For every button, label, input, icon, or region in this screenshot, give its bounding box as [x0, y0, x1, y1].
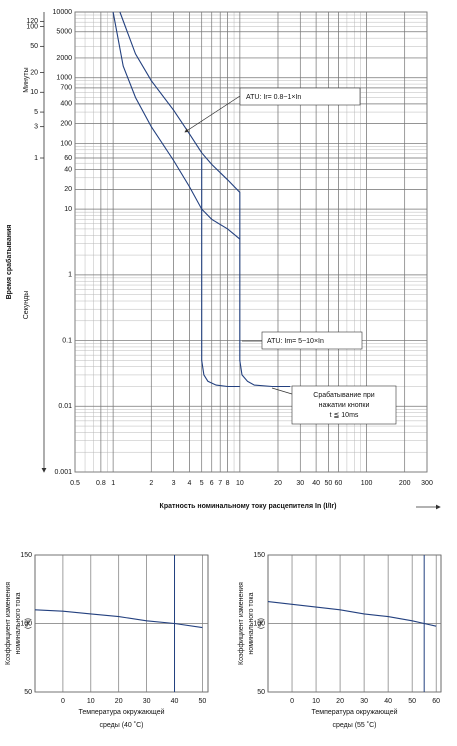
y-tick-label: 0.001 — [54, 469, 72, 476]
curve — [112, 11, 241, 240]
annotation: нажатии кнопки — [319, 402, 370, 409]
y-tick-label: 2000 — [56, 55, 72, 62]
annotation-box — [291, 385, 397, 425]
y-tick-label: 5000 — [56, 29, 72, 36]
y-tick-label: 1 — [68, 272, 72, 279]
y-axis-title: номинального тока — [248, 592, 255, 654]
y-tick-label: 200 — [60, 120, 72, 127]
x-axis-title: среды (55 ˚C) — [333, 721, 377, 729]
y-tick-label: 100 — [60, 140, 72, 147]
y-axis-title: Коэффициент изменения — [238, 582, 245, 665]
y-tick-label: 0.1 — [62, 337, 72, 344]
y-axis-title: номинального тока — [15, 592, 22, 654]
annotation: Срабатывание при — [313, 391, 374, 399]
y2-tick-label: 5 — [34, 109, 38, 116]
y-tick-label: 100 — [20, 620, 32, 627]
y-tick-label: 10 — [64, 206, 72, 213]
y-tick-label: 50 — [24, 689, 32, 696]
x-tick-label: 60 — [432, 698, 440, 705]
x-tick-label: 60 — [335, 480, 343, 487]
y-tick-label: 150 — [20, 552, 32, 559]
y-tick-label: 1000 — [56, 75, 72, 82]
x-tick-label: 10 — [236, 480, 244, 487]
x-tick-label: 20 — [336, 698, 344, 705]
y-unit-label: Секунды — [23, 291, 30, 320]
x-tick-label: 0 — [290, 698, 294, 705]
x-tick-label: 50 — [325, 480, 333, 487]
x-tick-label: 7 — [218, 480, 222, 487]
leader-line — [184, 95, 241, 133]
x-tick-label: 10 — [87, 698, 95, 705]
x-tick-label: 8 — [226, 480, 230, 487]
x-tick-label: 0.8 — [96, 480, 106, 487]
y-axis-title: Время срабатывания — [5, 225, 13, 300]
x-tick-label: 1 — [111, 480, 115, 487]
x-axis-title: Температура окружающей — [79, 708, 165, 716]
y-tick-label: 0.01 — [58, 403, 72, 410]
x-axis-title: Температура окружающей — [312, 708, 398, 716]
x-tick-label: 300 — [421, 480, 433, 487]
x-tick-label: 20 — [274, 480, 282, 487]
x-tick-label: 200 — [399, 480, 411, 487]
x-tick-label: 0 — [61, 698, 65, 705]
y-axis-title: (%) — [258, 618, 265, 629]
x-tick-label: 30 — [296, 480, 304, 487]
annotation: ATU: Im= 5~10×In — [267, 338, 324, 345]
curve — [201, 157, 240, 388]
x-axis-title: Кратность номинальному току расцепителя … — [160, 503, 337, 510]
x-tick-label: 6 — [210, 480, 214, 487]
annotation: t ≦ 10ms — [330, 412, 359, 419]
x-tick-label: 10 — [312, 698, 320, 705]
y-tick-label: 150 — [253, 552, 265, 559]
x-tick-label: 20 — [115, 698, 123, 705]
x-tick-label: 100 — [361, 480, 373, 487]
derating-line — [34, 609, 203, 629]
x-tick-label: 4 — [187, 480, 191, 487]
y2-tick-label: 20 — [30, 69, 38, 76]
y-tick-label: 50 — [257, 689, 265, 696]
x-tick-label: 40 — [312, 480, 320, 487]
y-tick-label: 400 — [60, 101, 72, 108]
x-tick-label: 40 — [384, 698, 392, 705]
x-tick-label: 2 — [149, 480, 153, 487]
curve — [119, 11, 291, 388]
y-tick-label: 100 — [253, 620, 265, 627]
x-axis-title: среды (40 ˚C) — [100, 721, 144, 729]
x-tick-label: 40 — [171, 698, 179, 705]
derating-line — [267, 601, 437, 627]
y-tick-label: 40 — [64, 166, 72, 173]
y2-tick-label: 1 — [34, 155, 38, 162]
leader-line — [271, 387, 293, 395]
annotation: ATU: Ir= 0.8~1×In — [246, 94, 301, 101]
x-tick-label: 0.5 — [70, 480, 80, 487]
y-tick-label: 60 — [64, 155, 72, 162]
annotation-box — [239, 87, 361, 106]
y-tick-label: 10000 — [53, 9, 73, 16]
y2-tick-label: 100 — [26, 23, 38, 30]
y-tick-label: 700 — [60, 85, 72, 92]
y-axis-title: Коэффициент изменения — [5, 582, 12, 665]
x-tick-label: 50 — [408, 698, 416, 705]
x-tick-label: 5 — [200, 480, 204, 487]
x-tick-label: 30 — [360, 698, 368, 705]
y2-unit-label: Минуты — [23, 67, 30, 92]
x-tick-label: 50 — [199, 698, 207, 705]
x-tick-label: 3 — [172, 480, 176, 487]
x-tick-label: 30 — [143, 698, 151, 705]
y2-tick-label: 50 — [30, 43, 38, 50]
annotation-box — [261, 331, 363, 350]
y2-tick-label: 10 — [30, 89, 38, 96]
y-tick-label: 20 — [64, 186, 72, 193]
y-axis-title: (%) — [25, 618, 32, 629]
y2-tick-label: 120 — [26, 18, 38, 25]
y2-tick-label: 3 — [34, 123, 38, 130]
